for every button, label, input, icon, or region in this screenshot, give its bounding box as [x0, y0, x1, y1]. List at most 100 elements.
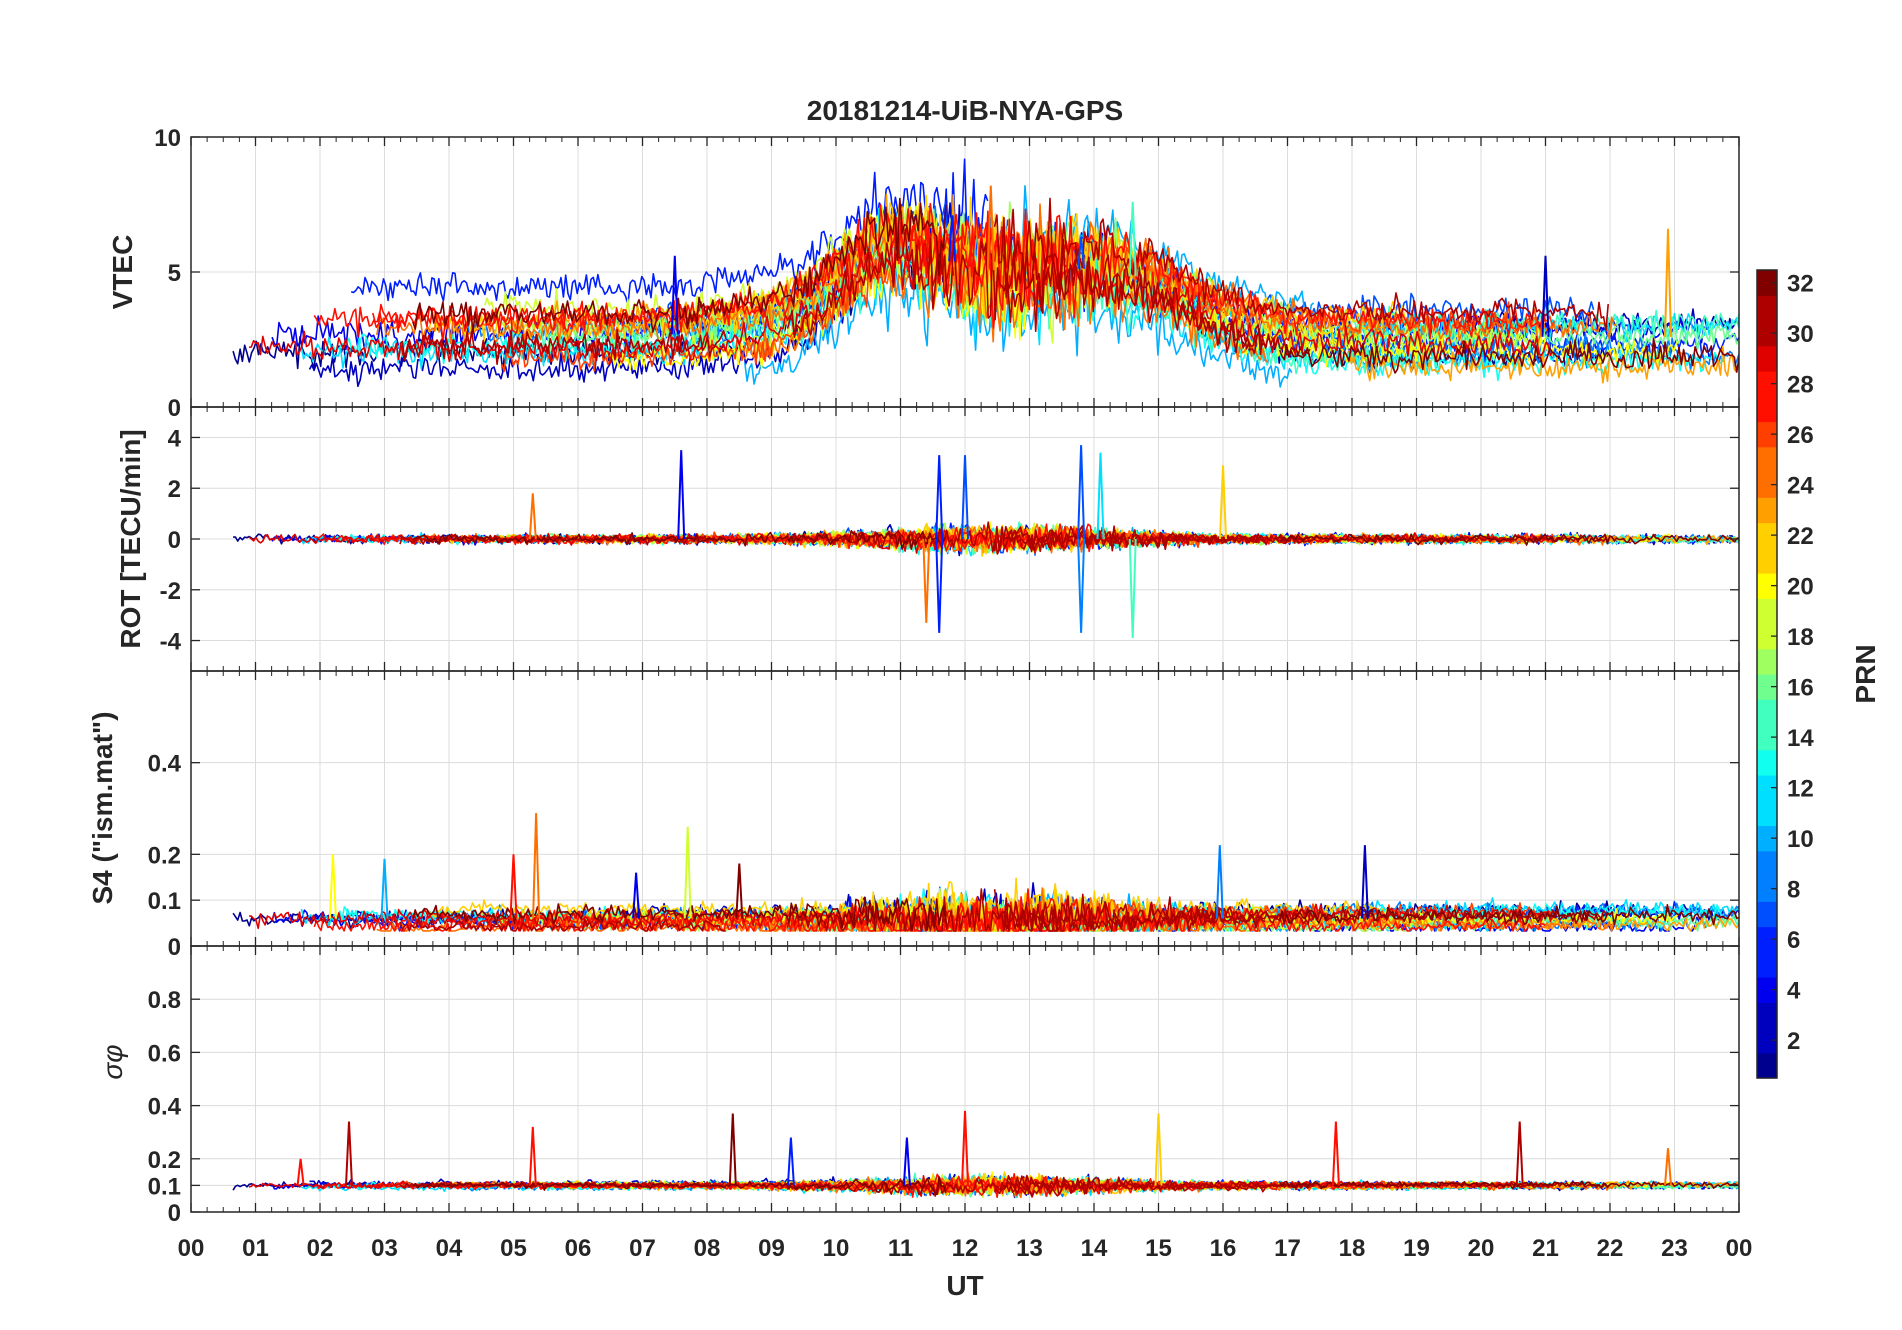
x-tick-label: 02 — [307, 1235, 334, 1262]
colorbar-band — [1757, 421, 1777, 448]
sigma-spike — [528, 1126, 537, 1186]
x-tick-label: 16 — [1210, 1235, 1237, 1262]
sigma-yticks: 00.10.2 0.4 0.6 0.8 — [148, 987, 1739, 1227]
s4-series-line — [1002, 895, 1311, 932]
vtec-spike — [1077, 236, 1086, 269]
colorbar-band — [1757, 674, 1777, 700]
colorbar-band — [1757, 497, 1777, 524]
s4-xticks — [190, 671, 1740, 946]
rot-spike — [1128, 538, 1137, 639]
x-tick-label: 23 — [1661, 1235, 1688, 1262]
rot-series-line — [412, 530, 947, 550]
sigma-spike — [345, 1121, 353, 1186]
rot-spike — [935, 538, 944, 633]
vtec-series-line — [1117, 254, 1739, 353]
rot-spike — [1219, 465, 1227, 540]
s4-spike — [380, 858, 389, 919]
vtec-spike — [986, 185, 995, 271]
panel-s4: 0 0.1 0.2 0.4 S4 ("ism.mat") — [87, 670, 1740, 961]
colorbar-band — [1757, 825, 1777, 852]
x-tick-label: 00 — [178, 1235, 205, 1262]
x-tick-labels: 00 01 02 03 04 05 06 07 08 09 10 11 12 13 14 15 16 17 18 19… — [178, 1235, 1753, 1262]
x-tick-label: 06 — [565, 1235, 592, 1262]
rot-series — [233, 445, 1739, 639]
rot-xticks — [190, 407, 1740, 671]
rot-ytick-label: 4 — [168, 425, 182, 452]
s4-series-line — [1278, 904, 1739, 926]
vtec-spike — [670, 255, 679, 335]
colorbar-band — [1757, 977, 1777, 1003]
vtec-series-line — [399, 328, 727, 366]
vtec-spike — [1664, 228, 1672, 337]
vtec-spike — [948, 215, 957, 262]
s4-series-line — [911, 898, 1546, 932]
rot-ytick-label: 0 — [168, 527, 181, 554]
rot-spike — [935, 455, 944, 540]
vtec-series-line — [372, 218, 869, 334]
x-tick-label: 11 — [888, 1235, 913, 1262]
s4-series-line — [399, 917, 726, 932]
s4-series — [232, 813, 1739, 932]
colorbar-tick-label: 22 — [1787, 523, 1814, 550]
colorbar-tick-label: 28 — [1787, 372, 1814, 399]
s4-series-line — [890, 888, 1207, 932]
colorbar-tick-label: 8 — [1787, 877, 1800, 904]
s4-ytick-label: 0.2 — [148, 842, 181, 869]
rot-spike — [528, 493, 537, 540]
colorbar-tick-label: 6 — [1787, 927, 1800, 954]
s4-spike — [509, 854, 518, 919]
s4-series-line — [1358, 897, 1739, 920]
colorbar-band — [1757, 1027, 1777, 1054]
colorbar-tick-label: 26 — [1787, 422, 1814, 449]
x-tick-label: 14 — [1081, 1235, 1108, 1262]
sigma-grid — [191, 946, 1739, 1213]
colorbar-band — [1757, 648, 1777, 675]
colorbar-band — [1757, 270, 1777, 296]
x-tick-label: 00 — [1726, 1235, 1753, 1262]
colorbar-tick-label: 12 — [1787, 776, 1814, 803]
s4-spike — [1360, 845, 1369, 919]
s4-spike — [735, 863, 744, 919]
sigma-spike — [296, 1158, 305, 1186]
sigma-spike — [961, 1110, 969, 1186]
colorbar-label: PRN — [1850, 644, 1881, 703]
s4-spike — [328, 854, 337, 919]
x-tick-label: 09 — [758, 1235, 785, 1262]
s4-spike — [683, 826, 692, 919]
vtec-series-line — [1348, 345, 1739, 384]
sigma-ytick-label: 0.8 — [148, 987, 181, 1014]
colorbar-band — [1757, 850, 1777, 877]
sigma-ylabel: σφ — [97, 1044, 128, 1079]
sigma-ytick-label: 0 — [168, 1200, 181, 1227]
colorbar-tick-label: 32 — [1787, 271, 1814, 298]
colorbar-band — [1757, 724, 1777, 751]
colorbar-tick-label: 24 — [1787, 473, 1814, 500]
x-tick-label: 01 — [242, 1235, 269, 1262]
colorbar-tick-label: 2 — [1787, 1028, 1800, 1055]
colorbar-band — [1757, 573, 1777, 599]
sigma-spike — [1515, 1121, 1524, 1186]
sigma-ytick-label: 0.1 — [148, 1173, 181, 1200]
s4-series-line — [412, 896, 947, 932]
colorbar-band — [1757, 623, 1777, 650]
colorbar-band — [1757, 800, 1777, 827]
s4-ylabel: S4 ("ism.mat") — [87, 711, 118, 904]
s4-series-line — [372, 905, 869, 932]
sigma-series-line — [412, 1176, 947, 1195]
colorbar-tick-label: 14 — [1787, 725, 1814, 752]
x-tick-label: 19 — [1403, 1235, 1430, 1262]
vtec-xticks — [190, 137, 1740, 407]
vtec-spike — [1541, 255, 1550, 337]
vtec-ylabel: VTEC — [107, 235, 138, 310]
sigma-ytick-label: 0.6 — [148, 1040, 181, 1067]
rot-yticks: -4 -2 0 2 4 — [160, 425, 1739, 656]
x-tick-label: 13 — [1016, 1235, 1043, 1262]
sigma-spike — [728, 1113, 737, 1186]
colorbar-band — [1757, 876, 1777, 902]
sigma-series-line — [1279, 1180, 1739, 1190]
sigma-series-line — [1002, 1175, 1311, 1195]
rot-spike — [677, 450, 686, 540]
